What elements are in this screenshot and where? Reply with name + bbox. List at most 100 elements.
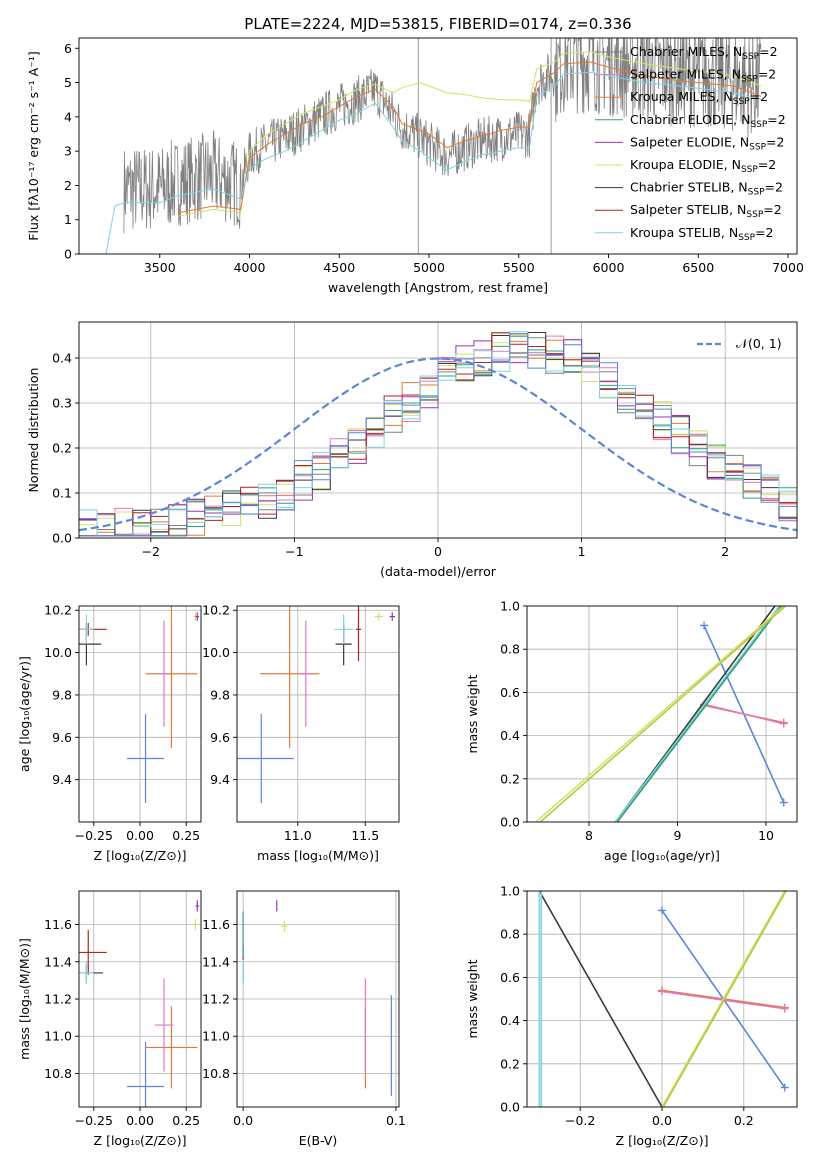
errorbar-point [355, 606, 362, 662]
legend-label: Kroupa ELODIE, NSSP=2 [630, 157, 776, 175]
normal-curve [79, 357, 797, 532]
y-tick-label: 11.0 [202, 1029, 230, 1044]
legend-label-suffix: =2 [759, 44, 777, 59]
y-tick-label: 0.6 [500, 970, 520, 985]
y-axis-label: mass weight [465, 674, 480, 753]
y-tick-label: 0 [64, 247, 72, 262]
legend-label: Salpeter MILES, NSSP=2 [630, 67, 776, 85]
legend-label-suffix: =2 [758, 67, 776, 82]
y-tick-label: 9.4 [52, 772, 72, 787]
x-tick-label: 6000 [593, 260, 625, 275]
x-tick-label: 9 [674, 828, 682, 843]
legend-label-suffix: =2 [765, 180, 783, 195]
y-tick-label: 4 [64, 109, 72, 124]
x-tick-label: 0.00 [126, 1113, 154, 1128]
legend-label: 𝒩(0, 1) [736, 336, 782, 351]
x-tick-label: −0.2 [565, 1113, 595, 1128]
y-tick-label: 9.6 [210, 730, 230, 745]
series-pink [703, 703, 784, 725]
x-tick-label: 0 [434, 544, 442, 559]
y-tick-label: 9.8 [52, 687, 72, 702]
legend-label: Salpeter STELIB, NSSP=2 [630, 202, 782, 220]
legend-label-sub: SSP [733, 97, 750, 107]
errorbar-point [158, 620, 170, 727]
x-axis-label: Z [log₁₀(Z/Z⊙)] [616, 1133, 709, 1148]
x-axis-label: Z [log₁₀(Z/Z⊙)] [94, 1133, 187, 1148]
legend-label-sub: SSP [741, 165, 758, 175]
errorbar-point [300, 620, 312, 727]
x-tick-label: −0.25 [75, 1113, 113, 1128]
y-tick-label: 11.2 [202, 992, 230, 1007]
x-tick-label: −2 [142, 544, 160, 559]
y-tick-label: 9.6 [52, 730, 72, 745]
series-marker [780, 1083, 789, 1092]
errorbar-point [154, 978, 174, 1072]
errorbar-point [127, 714, 165, 803]
legend-label: Chabrier MILES, NSSP=2 [630, 44, 778, 62]
legend-label: Chabrier ELODIE, NSSP=2 [630, 112, 786, 130]
y-tick-label: 11.6 [202, 917, 230, 932]
series-marker [700, 621, 709, 630]
y-tick-label: 10.2 [44, 603, 72, 618]
x-tick-label: 0.25 [172, 1113, 200, 1128]
axes-frame [236, 605, 400, 823]
x-tick-label: 1 [578, 544, 586, 559]
x-tick-label: 0.0 [233, 1113, 253, 1128]
legend-label-sub: SSP [749, 142, 766, 152]
x-axis-label: (data-model)/error [380, 564, 497, 579]
x-tick-label: 7000 [772, 260, 804, 275]
x-tick-label: 5500 [503, 260, 535, 275]
legend: 𝒩(0, 1) [697, 336, 782, 351]
x-tick-label: 6500 [682, 260, 714, 275]
panel-weight-vs-Z: −0.2 0.0 0.2 0.0 0.2 0.4 0.6 0.8 1.0 Z [log₁₀(Z/Z… [465, 884, 798, 1148]
legend-label-sub: SSP [741, 75, 758, 85]
y-tick-label: 11.0 [44, 1029, 72, 1044]
y-tick-label: 1 [64, 212, 72, 227]
y-tick-label: 10.0 [44, 645, 72, 660]
plot-area-age-vs-Z [79, 606, 201, 822]
figure-title: PLATE=2224, MJD=53815, FIBERID=0174, z=0… [244, 15, 631, 33]
errorbar-point [193, 918, 198, 931]
x-tick-label: 0.25 [172, 828, 200, 843]
errorbar-point [374, 612, 383, 621]
x-tick-label: 11.5 [351, 828, 379, 843]
y-tick-label: 10.0 [202, 645, 230, 660]
legend-label-suffix: =2 [763, 202, 781, 217]
errorbar-point [195, 612, 200, 621]
series-marker [658, 987, 666, 996]
y-tick-label: 0.6 [500, 685, 520, 700]
legend-label-suffix: =2 [758, 157, 776, 172]
plot-area-age-vs-mass [237, 606, 399, 822]
legend-label-suffix: =2 [767, 112, 785, 127]
x-axis-label: mass [log₁₀(M/M⊙)] [257, 848, 379, 863]
errorbar-point [281, 920, 288, 932]
y-tick-label: 11.4 [44, 954, 72, 969]
series-yellow2 [662, 891, 787, 1107]
x-tick-label: 0.00 [126, 828, 154, 843]
plot-area-mass-vs-ebv [237, 891, 399, 1107]
y-axis-label: Flux [fλ10⁻¹⁷ erg cm⁻² s⁻¹ A⁻¹] [26, 51, 41, 240]
legend-label-suffix: =2 [755, 225, 773, 240]
errorbar-point [334, 614, 354, 645]
series-marker [658, 906, 666, 915]
errorbar-point [145, 606, 198, 748]
y-tick-label: 11.4 [202, 954, 230, 969]
y-tick-label: 0.4 [52, 351, 72, 366]
x-tick-label: 10 [758, 828, 774, 843]
y-axis-label: age [log₁₀(age/yr)] [17, 656, 32, 772]
y-tick-label: 2 [64, 178, 72, 193]
histogram-step [79, 332, 797, 537]
y-axis-label: mass [log₁₀(M/M⊙)] [17, 938, 32, 1060]
plot-area-weight-vs-Z [527, 891, 797, 1107]
y-tick-label: 10.2 [202, 603, 230, 618]
series-yellow2 [539, 606, 787, 822]
y-tick-label: 10.8 [44, 1066, 72, 1081]
panel-mass-vs-ebv: 0.0 0.1 10.8 11.0 11.2 11.4 11.6 E(B-V) [202, 890, 406, 1148]
y-tick-label: 0.8 [500, 642, 520, 657]
axes-frame [526, 605, 798, 823]
panel-age-vs-mass: 11.0 11.5 9.4 9.6 9.8 10.0 10.2 mass [log₁₀(M/M… [202, 603, 400, 863]
panels: Chabrier MILES, NSSP=2 Salpeter MILES, NS… [17, 37, 804, 1148]
y-tick-label: 0.4 [500, 728, 520, 743]
y-tick-label: 0.2 [500, 771, 520, 786]
